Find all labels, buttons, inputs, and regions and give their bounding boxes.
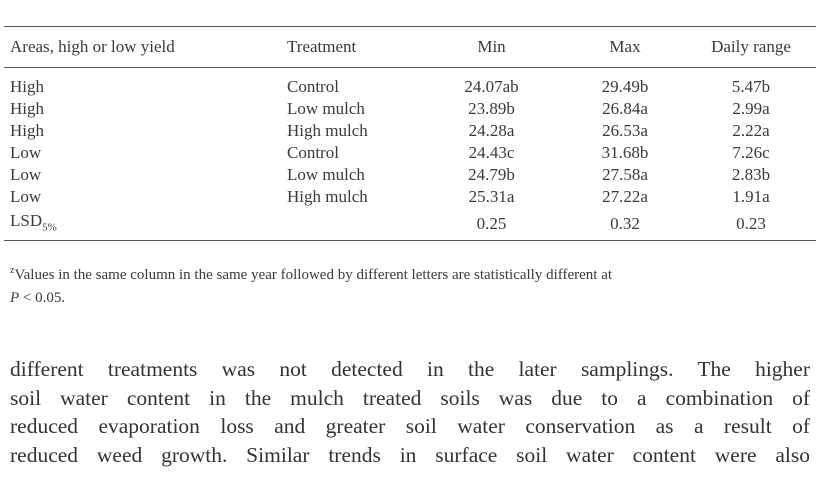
table-cell: Low	[10, 187, 42, 206]
table-cell: Low mulch	[287, 99, 365, 118]
table-cell: 24.07ab	[464, 77, 519, 96]
paragraph-line: reduced evaporation loss and greater soi…	[10, 414, 810, 438]
paragraph-line: different treatments was not detected in…	[10, 357, 810, 381]
paragraph-line: reduced weed growth. Similar trends in s…	[10, 442, 810, 467]
table-cell: 29.49b	[601, 77, 649, 96]
paragraph-line: soil water content in the mulch treated …	[10, 385, 810, 410]
table-cell: 23.89b	[468, 99, 515, 118]
lsd-row: LSD5% 0.25 0.32 0.23	[4, 208, 816, 241]
table-row: Low Low mulch 24.79b 27.58a 2.83b	[4, 164, 816, 186]
header-row: Areas, high or low yield Treatment Min Max D…	[4, 26, 816, 68]
column-header: Treatment	[287, 37, 357, 56]
lsd-subscript: 5%	[42, 221, 57, 234]
lsd-value: 0.32	[610, 214, 640, 233]
table-cell: 27.58a	[602, 165, 648, 184]
paragraph: different treatments was not detected in…	[10, 355, 810, 469]
table-cell: 7.26c	[732, 143, 770, 162]
table-cell: Control	[287, 77, 339, 96]
table-row: Low Control 24.43c 31.68b 7.26c	[4, 142, 816, 164]
table-cell: 26.84a	[602, 99, 648, 118]
table-cell: 1.91a	[732, 187, 770, 206]
table-cell: High	[10, 77, 44, 96]
column-header: Areas, high or low yield	[10, 37, 175, 56]
table-cell: High mulch	[287, 121, 368, 140]
table-row: High Control 24.07ab 29.49b 5.47b	[4, 68, 816, 99]
table-cell: 2.83b	[731, 165, 771, 184]
table-row: High Low mulch 23.89b 26.84a 2.99a	[4, 98, 816, 120]
lsd-value: 0.23	[736, 214, 766, 233]
column-header: Min	[477, 37, 506, 56]
footnote-marker: z	[10, 265, 15, 276]
table-cell: 26.53a	[602, 121, 648, 140]
lsd-label: LSD5%	[4, 208, 279, 241]
footnote-rest: < 0.05.	[22, 290, 66, 306]
table-cell: 5.47b	[731, 77, 771, 96]
table-cell	[279, 208, 419, 241]
table-cell: 24.43c	[468, 143, 515, 162]
footnote-text: Values in the same column in the same ye…	[14, 267, 613, 283]
column-header: Daily range	[711, 37, 791, 56]
table-cell: 31.68b	[601, 143, 649, 162]
table-cell: High mulch	[287, 187, 368, 206]
lsd-value: 0.25	[476, 214, 507, 233]
table-cell: 2.99a	[732, 99, 770, 118]
table-cell: 2.22a	[732, 121, 770, 140]
table-cell: High	[10, 121, 44, 140]
table-cell: 24.79b	[468, 165, 515, 184]
lsd-text: LSD	[10, 210, 43, 230]
table-cell: 25.31a	[468, 187, 515, 206]
table-cell: Low mulch	[287, 165, 365, 184]
data-table: Areas, high or low yield Treatment Min Max D…	[4, 26, 816, 241]
table-row: Low High mulch 25.31a 27.22a 1.91a	[4, 186, 816, 208]
table-cell: Low	[10, 143, 42, 162]
table-cell: High	[10, 99, 44, 118]
table-cell: 24.28a	[468, 121, 515, 140]
table-cell: 27.22a	[602, 187, 648, 206]
table-row: High High mulch 24.28a 26.53a 2.22a	[4, 120, 816, 142]
table-cell: Control	[287, 143, 339, 162]
table-cell: Low	[10, 165, 42, 184]
footnote: zValues in the same column in the same y…	[10, 259, 810, 310]
column-header: Max	[609, 37, 641, 56]
footnote-italic: P	[10, 290, 20, 306]
